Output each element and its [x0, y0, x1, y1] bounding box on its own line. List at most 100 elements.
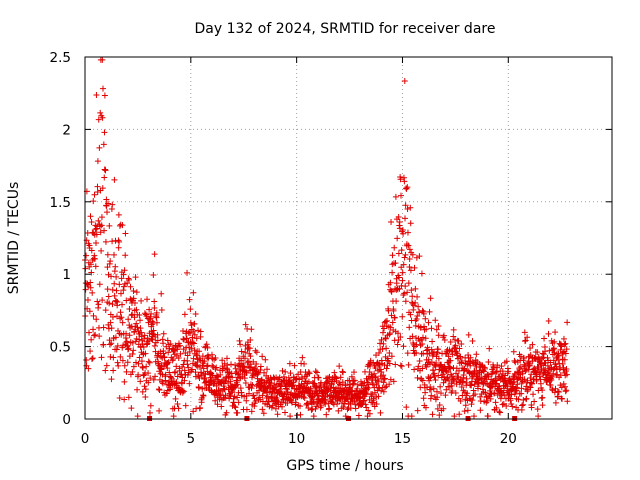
data-point — [104, 209, 111, 216]
data-point — [400, 261, 407, 268]
data-point — [405, 242, 412, 249]
data-point — [497, 395, 504, 402]
data-point — [160, 350, 167, 357]
data-point — [412, 299, 419, 306]
data-point — [183, 335, 190, 342]
data-point — [478, 376, 485, 383]
data-point — [133, 306, 140, 313]
data-point — [435, 346, 442, 353]
data-point — [432, 376, 439, 383]
data-point — [563, 346, 570, 353]
data-point — [212, 355, 219, 362]
data-point — [101, 129, 108, 136]
data-point — [529, 341, 536, 348]
data-point — [91, 332, 98, 339]
data-point — [516, 365, 523, 372]
data-point — [457, 353, 464, 360]
data-point — [244, 359, 251, 366]
data-point — [87, 284, 94, 291]
data-point — [520, 355, 527, 362]
data-point — [420, 350, 427, 357]
data-point — [105, 293, 112, 300]
data-point — [142, 393, 149, 400]
data-point — [452, 389, 459, 396]
data-point — [235, 371, 242, 378]
data-point — [485, 359, 492, 366]
data-point — [134, 324, 141, 331]
y-tick-labels: 0 0.5 1 1.5 2 2.5 — [50, 50, 71, 428]
data-point — [200, 365, 207, 372]
data-point — [146, 306, 153, 313]
data-point — [113, 298, 120, 305]
data-point — [126, 276, 133, 283]
data-point — [467, 354, 474, 361]
data-point — [261, 369, 268, 376]
data-point — [391, 314, 398, 321]
data-point — [344, 406, 351, 413]
data-point — [263, 389, 270, 396]
data-point — [241, 375, 248, 382]
data-point — [115, 362, 122, 369]
data-point — [173, 363, 180, 370]
data-point — [404, 350, 411, 357]
data-point — [184, 372, 191, 379]
data-point — [246, 345, 253, 352]
data-point — [546, 347, 553, 354]
data-point — [355, 412, 362, 419]
data-point — [212, 365, 219, 372]
data-point — [165, 359, 172, 366]
data-point — [468, 382, 475, 389]
data-point — [102, 167, 109, 174]
data-point — [409, 293, 416, 300]
data-point — [190, 355, 197, 362]
data-point — [339, 368, 346, 375]
data-point — [331, 378, 338, 385]
data-point — [384, 317, 391, 324]
data-point — [315, 374, 322, 381]
data-point — [306, 370, 313, 377]
data-point — [136, 336, 143, 343]
data-point — [235, 370, 242, 377]
data-point — [174, 373, 181, 380]
data-point — [404, 206, 411, 213]
x-tick-label: 10 — [288, 431, 305, 447]
data-point — [90, 326, 97, 333]
data-point — [151, 298, 158, 305]
data-point — [404, 229, 411, 236]
data-point — [178, 380, 185, 387]
data-point — [365, 407, 372, 414]
data-point — [420, 334, 426, 341]
data-point — [399, 313, 406, 320]
data-point — [536, 373, 543, 380]
data-point — [259, 406, 266, 413]
data-point — [189, 339, 196, 346]
data-point — [562, 383, 569, 390]
data-point — [251, 403, 258, 410]
data-point — [538, 365, 545, 372]
data-point — [471, 413, 478, 420]
data-point — [119, 222, 126, 229]
data-point — [181, 311, 188, 318]
data-point — [109, 201, 116, 208]
data-point — [364, 375, 371, 382]
data-point — [402, 215, 409, 222]
data-point — [387, 279, 394, 286]
data-point — [518, 380, 525, 387]
data-point — [451, 336, 458, 343]
data-point — [560, 349, 567, 356]
data-point — [404, 289, 411, 296]
data-point — [505, 368, 512, 375]
data-point — [442, 392, 449, 399]
data-point — [406, 246, 413, 253]
data-point — [174, 401, 181, 408]
data-point — [436, 412, 443, 419]
data-point — [213, 364, 220, 371]
data-point — [191, 331, 198, 338]
data-point — [189, 366, 196, 373]
data-point — [487, 395, 494, 402]
data-point — [117, 309, 124, 316]
data-point — [252, 347, 259, 354]
data-point — [139, 388, 146, 395]
data-point — [394, 235, 401, 242]
data-point — [305, 369, 312, 376]
